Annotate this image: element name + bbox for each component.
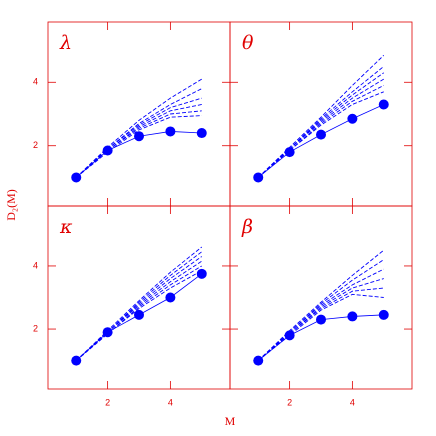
data-point <box>347 113 358 124</box>
x-tick-label: 4 <box>350 397 355 407</box>
x-tick-label: 2 <box>287 397 292 407</box>
y-axis-label: D₂(M) <box>4 189 18 221</box>
surrogate-line <box>257 78 384 178</box>
panel-label: λ <box>59 32 72 54</box>
surrogate-line <box>75 270 202 361</box>
surrogate-line <box>75 260 203 361</box>
surrogate-line <box>257 91 384 178</box>
data-point <box>316 314 326 325</box>
data-point <box>165 126 176 137</box>
surrogate-line <box>257 66 385 178</box>
surrogate-line <box>75 97 202 178</box>
surrogate-line <box>75 256 203 361</box>
data-point <box>196 268 207 279</box>
y-tick-label: 4 <box>33 260 38 270</box>
y-tick-label: 2 <box>33 140 38 150</box>
data-point <box>134 131 144 142</box>
y-tick-label: 4 <box>33 77 38 87</box>
surrogate-line <box>75 115 202 178</box>
surrogate-line <box>257 54 385 178</box>
surrogate-line <box>257 287 384 361</box>
surrogate-line <box>257 259 385 361</box>
x-axis-label: M <box>225 414 236 428</box>
surrogate-line <box>75 251 203 361</box>
data-point <box>134 309 144 320</box>
surrogate-line <box>75 110 202 178</box>
y-tick-label: 2 <box>33 323 38 333</box>
data-point <box>165 292 176 303</box>
surrogate-line <box>257 72 385 178</box>
x-tick-label: 4 <box>168 397 173 407</box>
data-point <box>284 147 295 158</box>
data-point <box>316 129 326 140</box>
panel-frame <box>229 205 413 390</box>
x-tick-label: 2 <box>105 397 110 407</box>
data-point <box>378 99 389 110</box>
surrogate-line <box>75 78 202 178</box>
surrogate-line <box>257 249 385 361</box>
panel-label: β <box>241 216 253 238</box>
data-point <box>347 311 358 322</box>
panel-label: θ <box>242 32 254 54</box>
surrogate-line <box>257 293 384 361</box>
panel-label: κ <box>59 216 73 238</box>
data-point <box>378 309 389 320</box>
data-point <box>196 128 207 139</box>
data-line <box>257 104 384 178</box>
surrogate-line <box>75 246 203 361</box>
surrogate-line <box>257 268 384 361</box>
